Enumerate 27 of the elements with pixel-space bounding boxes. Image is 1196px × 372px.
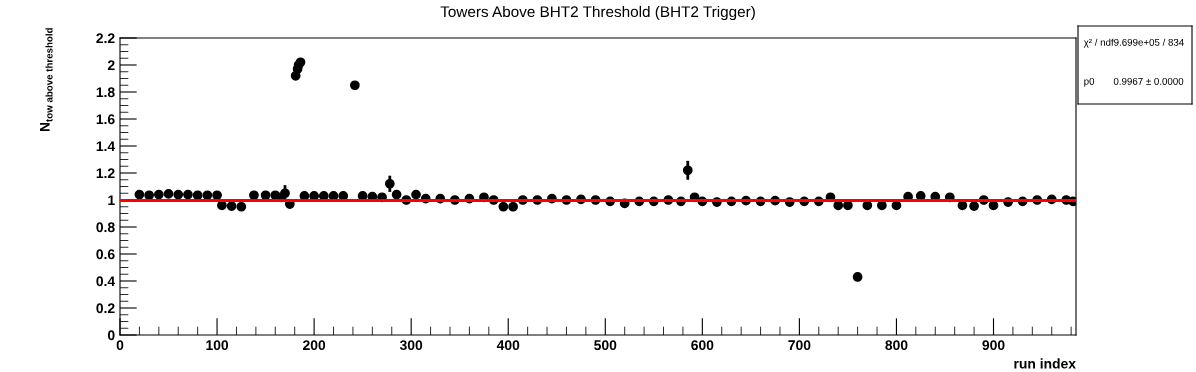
y-tick-label: 0.6 (96, 249, 115, 260)
x-tick-label: 700 (788, 340, 811, 351)
x-tick-label: 600 (691, 340, 714, 351)
y-tick-label: 2 (107, 60, 115, 71)
y-tick-label: 1.8 (96, 87, 115, 98)
text: χ² / ndf9.699e+05 / 834 (1083, 38, 1184, 48)
y-tick-label: 1 (108, 195, 115, 206)
x-tick-label: 800 (885, 340, 908, 351)
x-tick-label: 0 (116, 340, 124, 351)
y-tick-label: 1.4 (96, 141, 116, 152)
y-axis-title: Ntow above threshold (40, 28, 53, 132)
text: p0 0.9967 ± 0.0000 (1084, 77, 1184, 87)
chart-title: Towers Above BHT2 Threshold (BHT2 Trigger) (440, 5, 755, 21)
y-tick-label: 0.4 (96, 276, 116, 287)
x-tick-label: 100 (206, 340, 229, 351)
y-tick-label: 1.6 (96, 114, 115, 125)
x-tick-label: 900 (982, 340, 1005, 351)
x-tick-label: 200 (303, 340, 326, 351)
x-tick-label: 500 (594, 340, 617, 351)
x-tick-label: 300 (399, 340, 423, 351)
y-tick-label: 0.2 (96, 303, 115, 314)
y-tick-label: 2.2 (96, 33, 115, 44)
x-axis-title: run index (1014, 358, 1076, 369)
y-tick-label: 1.2 (96, 168, 115, 179)
x-tick-label: 400 (496, 340, 520, 351)
y-tick-label: 0 (107, 330, 115, 341)
y-tick-label: 0.8 (96, 222, 115, 233)
